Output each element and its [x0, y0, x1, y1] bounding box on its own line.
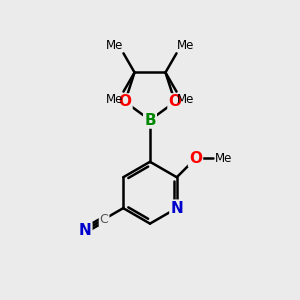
Text: O: O	[169, 94, 182, 110]
Text: O: O	[118, 94, 131, 110]
Text: B: B	[144, 112, 156, 128]
Text: Me: Me	[105, 93, 123, 106]
Text: Me: Me	[177, 93, 195, 106]
Text: Me: Me	[105, 39, 123, 52]
Text: C: C	[100, 213, 109, 226]
Text: N: N	[79, 223, 92, 238]
Text: Me: Me	[215, 152, 232, 165]
Text: N: N	[170, 201, 183, 216]
Text: O: O	[189, 151, 202, 166]
Text: Me: Me	[177, 39, 195, 52]
